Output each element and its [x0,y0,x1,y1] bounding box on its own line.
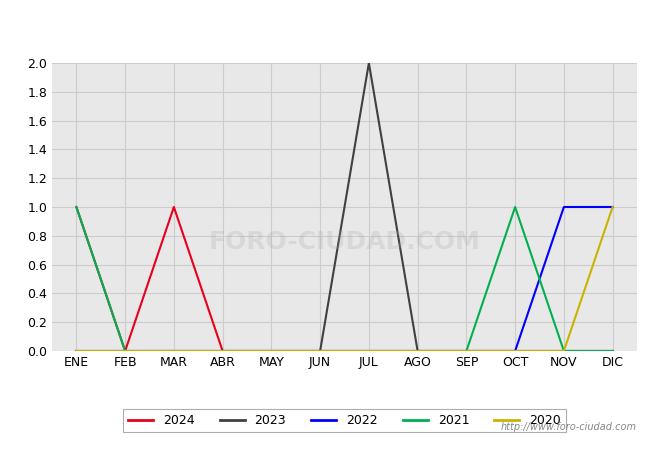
Text: FORO-CIUDAD.COM: FORO-CIUDAD.COM [209,230,480,253]
Text: http://www.foro-ciudad.com: http://www.foro-ciudad.com [501,422,637,432]
Text: Matriculaciones de Vehiculos en Buciegas: Matriculaciones de Vehiculos en Buciegas [136,18,514,36]
Legend: 2024, 2023, 2022, 2021, 2020: 2024, 2023, 2022, 2021, 2020 [123,409,566,432]
